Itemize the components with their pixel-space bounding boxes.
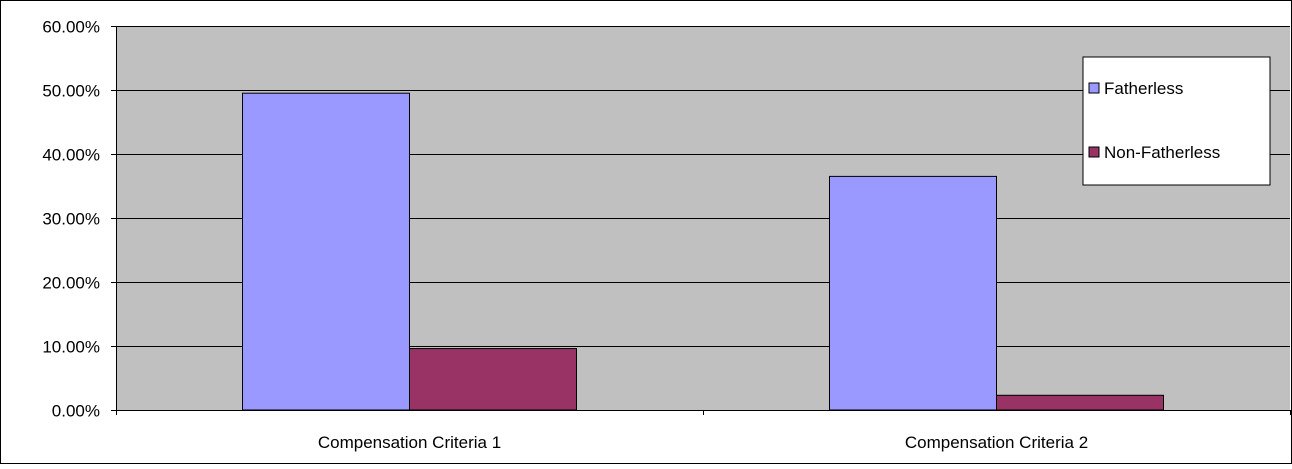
y-tick-label: 30.00%	[42, 210, 100, 229]
legend: Fatherless Non-Fatherless	[1082, 56, 1271, 186]
y-tick-label: 10.00%	[42, 338, 100, 357]
legend-box	[1082, 56, 1271, 186]
legend-label-non-fatherless: Non-Fatherless	[1104, 143, 1220, 162]
legend-swatch-non-fatherless	[1088, 146, 1100, 158]
y-tick-label: 0.00%	[52, 402, 100, 421]
y-tick-label: 20.00%	[42, 274, 100, 293]
x-category-label: Compensation Criteria 2	[905, 433, 1088, 452]
y-tick-label: 50.00%	[42, 82, 100, 101]
x-category-label: Compensation Criteria 1	[318, 433, 501, 452]
bars	[242, 92, 1164, 411]
bar-non-fatherless-2	[996, 394, 1164, 411]
legend-swatch-fatherless	[1088, 82, 1100, 94]
axes: 0.00% 10.00% 20.00% 30.00% 40.00% 50.00% 60.00…	[42, 18, 1291, 452]
legend-label-fatherless: Fatherless	[1104, 79, 1183, 98]
bar-fatherless-1	[242, 92, 410, 411]
y-tick-label: 40.00%	[42, 146, 100, 165]
y-tick-label: 60.00%	[42, 18, 100, 37]
bar-non-fatherless-1	[409, 348, 577, 411]
bar-fatherless-2	[829, 175, 997, 411]
